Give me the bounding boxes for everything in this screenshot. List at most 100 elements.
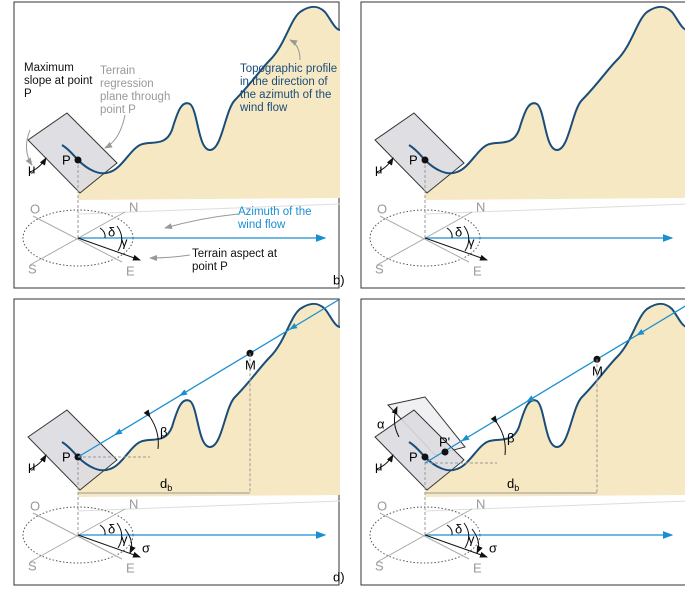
panel: d)PμONSEδγMβdbσP'α — [333, 298, 685, 586]
ground-edge — [77, 500, 341, 512]
panel-label: d) — [333, 569, 345, 584]
sigma-label: σ — [142, 540, 150, 555]
alpha-arc — [391, 406, 400, 438]
compass-letter: N — [129, 496, 138, 511]
p-prime-label: P' — [439, 434, 450, 449]
db-main: d — [507, 476, 514, 491]
mu-label: μ — [375, 458, 383, 473]
ground-edge — [424, 500, 685, 512]
aspect-arrow — [77, 237, 141, 261]
note-aspect: Terrain aspect at point P — [192, 248, 278, 273]
note-regression-plane: Terrain regression plane through point P — [100, 65, 171, 116]
mu-arc — [376, 454, 394, 470]
mu-arc — [29, 157, 47, 173]
compass-letter: N — [476, 199, 485, 214]
point-p-prime — [441, 448, 449, 456]
wind-arrow — [179, 389, 188, 397]
beta-label: β — [507, 430, 514, 445]
profile — [408, 5, 685, 175]
terrain — [78, 303, 340, 497]
leader — [164, 213, 239, 229]
alpha-label: α — [377, 416, 385, 431]
db-label: db — [507, 476, 519, 493]
delta-arc — [99, 227, 106, 239]
ground-edge — [424, 203, 685, 215]
leader — [289, 39, 301, 61]
note-max-slope: Maximum slope at point P — [24, 62, 93, 100]
sigma-arc — [471, 528, 483, 554]
delta-label: δ — [455, 521, 462, 536]
compass-letter: N — [129, 199, 138, 214]
db-sub: b — [167, 483, 172, 493]
db-label: db — [160, 476, 172, 493]
beta-arc — [143, 409, 159, 450]
compass-letter: O — [30, 201, 40, 216]
terrain — [425, 303, 685, 497]
compass-letter: O — [30, 498, 40, 513]
compass-letter: E — [126, 263, 135, 278]
delta-label: δ — [108, 224, 115, 239]
aspect-arrow — [424, 237, 488, 261]
beta-arc — [490, 415, 506, 456]
mu-arc — [29, 454, 47, 470]
gamma-arc — [116, 225, 123, 252]
compass-axis — [29, 211, 126, 266]
compass-letter: N — [476, 496, 485, 511]
wind-arrow — [114, 428, 123, 436]
p-label: P — [62, 449, 71, 464]
delta-label: δ — [108, 521, 115, 536]
wind-arrow — [636, 328, 645, 336]
leader — [25, 129, 33, 166]
gamma-label: γ — [121, 234, 128, 249]
db-sub: b — [514, 483, 519, 493]
note-profile: Topographic profile in the direction of … — [240, 63, 338, 114]
panel-label: b) — [333, 272, 345, 287]
mu-label: μ — [375, 161, 383, 176]
compass-letter: E — [473, 560, 482, 575]
beta-label: β — [160, 424, 167, 439]
panel: c)PμONSEδγMβdbσ — [13, 298, 341, 586]
sigma-label: σ — [489, 540, 497, 555]
mu-label: μ — [28, 161, 36, 176]
p-label: P — [62, 152, 71, 167]
terrain — [425, 6, 685, 200]
gamma-arc — [463, 522, 470, 549]
gamma-label: γ — [468, 531, 475, 546]
point-p — [421, 156, 429, 164]
panel: b) Pμ O N S Eδγ — [333, 1, 685, 289]
p-label: P — [409, 152, 418, 167]
compass-letter: E — [473, 263, 482, 278]
gamma-label: γ — [121, 531, 128, 546]
gamma-arc — [116, 522, 123, 549]
compass-letter: S — [28, 558, 37, 573]
wind-arrow — [289, 322, 298, 330]
compass-axis — [376, 211, 473, 266]
compass-letter: O — [377, 498, 387, 513]
point-p — [421, 453, 429, 461]
panel-frame — [360, 1, 685, 289]
wind-arrow — [461, 434, 470, 442]
profile — [61, 302, 341, 472]
profile — [61, 5, 341, 175]
leader — [149, 254, 191, 261]
point-p — [74, 156, 82, 164]
delta-label: δ — [455, 224, 462, 239]
delta-arc — [446, 227, 453, 239]
compass-letter: S — [375, 558, 384, 573]
mu-label: μ — [28, 458, 36, 473]
delta-arc — [446, 524, 453, 536]
leader — [104, 114, 126, 149]
panel-frame — [360, 298, 685, 586]
db-main: d — [160, 476, 167, 491]
compass-letter: S — [375, 261, 384, 276]
compass-letter: E — [126, 560, 135, 575]
profile — [408, 302, 685, 472]
note-azimuth: Azimuth of the wind flow — [238, 206, 312, 231]
gamma-label: γ — [468, 234, 475, 249]
p-label: P — [409, 449, 418, 464]
wind-arrow — [526, 395, 535, 403]
compass-letter: O — [377, 201, 387, 216]
